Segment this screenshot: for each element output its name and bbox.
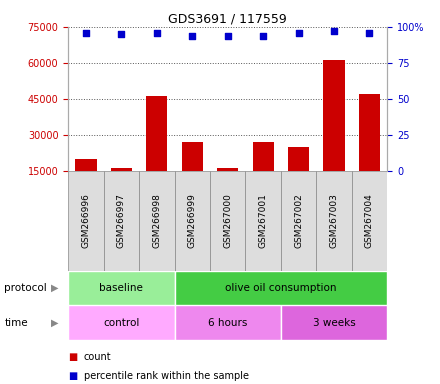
- Text: GSM266997: GSM266997: [117, 194, 126, 248]
- Bar: [175, 171, 210, 271]
- Bar: [352, 171, 387, 271]
- Bar: [253, 142, 274, 207]
- Point: [224, 33, 231, 39]
- Point: [189, 33, 196, 39]
- Text: GSM266996: GSM266996: [81, 194, 91, 248]
- Text: GSM267003: GSM267003: [330, 194, 338, 248]
- Bar: [175, 271, 387, 305]
- Text: GSM266999: GSM266999: [188, 194, 197, 248]
- Point: [82, 30, 89, 36]
- Bar: [104, 171, 139, 271]
- Bar: [217, 169, 238, 207]
- Text: GSM267002: GSM267002: [294, 194, 303, 248]
- Text: 3 weeks: 3 weeks: [313, 318, 356, 328]
- Text: ▶: ▶: [51, 283, 59, 293]
- Text: percentile rank within the sample: percentile rank within the sample: [84, 371, 249, 381]
- Bar: [139, 171, 175, 271]
- Bar: [288, 147, 309, 207]
- Text: olive oil consumption: olive oil consumption: [225, 283, 337, 293]
- Bar: [146, 96, 168, 207]
- Text: time: time: [4, 318, 28, 328]
- Point: [118, 31, 125, 37]
- Bar: [175, 305, 281, 340]
- Text: GSM267004: GSM267004: [365, 194, 374, 248]
- Text: control: control: [103, 318, 139, 328]
- Text: ▶: ▶: [51, 318, 59, 328]
- Text: protocol: protocol: [4, 283, 47, 293]
- Bar: [111, 169, 132, 207]
- Bar: [281, 305, 387, 340]
- Text: GSM266998: GSM266998: [152, 194, 161, 248]
- Bar: [68, 271, 175, 305]
- Point: [260, 33, 267, 39]
- Point: [295, 30, 302, 36]
- Title: GDS3691 / 117559: GDS3691 / 117559: [169, 13, 287, 26]
- Text: ■: ■: [68, 371, 77, 381]
- Text: 6 hours: 6 hours: [208, 318, 247, 328]
- Point: [330, 28, 337, 34]
- Text: ■: ■: [68, 352, 77, 362]
- Bar: [246, 171, 281, 271]
- Text: baseline: baseline: [99, 283, 143, 293]
- Text: GSM267001: GSM267001: [259, 194, 268, 248]
- Point: [366, 30, 373, 36]
- Text: count: count: [84, 352, 111, 362]
- Bar: [323, 61, 345, 207]
- Bar: [68, 305, 175, 340]
- Bar: [75, 159, 96, 207]
- Bar: [182, 142, 203, 207]
- Bar: [359, 94, 380, 207]
- Bar: [68, 171, 104, 271]
- Text: GSM267000: GSM267000: [223, 194, 232, 248]
- Point: [153, 30, 160, 36]
- Bar: [281, 171, 316, 271]
- Bar: [316, 171, 352, 271]
- Bar: [210, 171, 246, 271]
